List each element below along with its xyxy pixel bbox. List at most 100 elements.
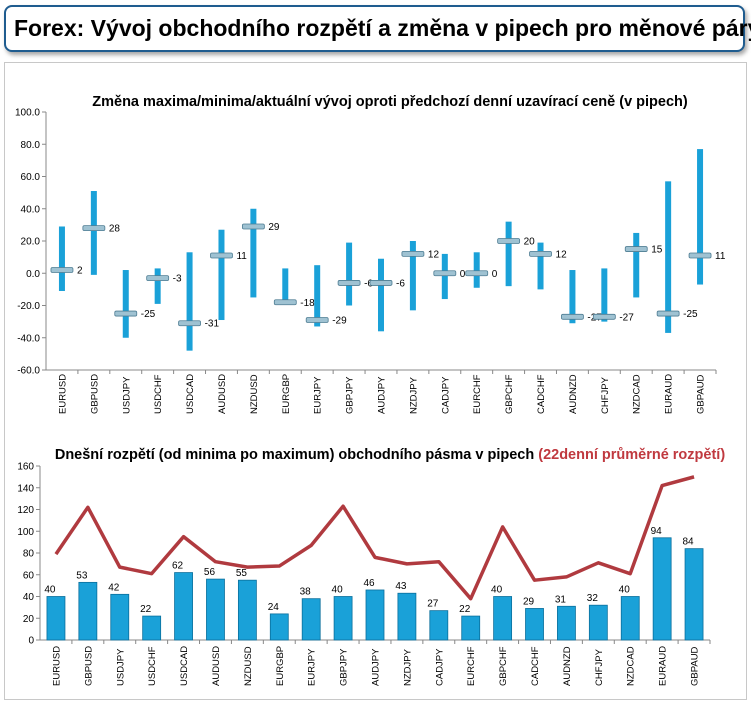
range-bar (588, 604, 608, 641)
current-marker (624, 246, 648, 252)
chart1-title: Změna maxima/minima/aktuální vývoj oprot… (92, 94, 688, 110)
range-bar (365, 589, 385, 641)
chart1-y-tick-label: 60.0 (21, 172, 41, 183)
chart1-y-tick-label: -40.0 (17, 333, 40, 344)
range-bar (206, 578, 225, 641)
range-bar (282, 268, 289, 304)
chart2-y-tick-label: 0 (28, 636, 34, 647)
current-value-label: 20 (524, 237, 536, 248)
range-bar (665, 181, 672, 333)
chart1-category-label: USDCHF (153, 374, 164, 414)
current-marker (465, 270, 489, 277)
range-bar (110, 593, 130, 641)
bar-value-label: 94 (651, 526, 663, 537)
range-bar (90, 191, 97, 275)
chart2-category-label: CADJPY (434, 648, 445, 686)
range-bar (633, 232, 640, 298)
bar-value-label: 22 (459, 604, 471, 615)
chart2-title-red: (22denní průměrné rozpětí) (538, 447, 725, 463)
range-bar (142, 615, 162, 641)
range-bar (78, 581, 98, 641)
range-bar (186, 252, 193, 351)
chart2-category-label: USDJPY (115, 648, 126, 686)
chart2-category-label: EURGBP (275, 646, 286, 686)
current-marker (497, 238, 521, 244)
header-box: Forex: Vývoj obchodního rozpětí a změna … (4, 5, 751, 52)
bar-value-label: 40 (44, 585, 56, 596)
chart2-category-label: GBPJPY (339, 648, 350, 686)
chart2-y-tick-label: 40 (23, 592, 35, 603)
range-bar (409, 241, 416, 311)
bar-value-label: 32 (587, 593, 599, 604)
chart1-category-label: NZDJPY (408, 376, 419, 414)
bar-value-label: 62 (172, 561, 184, 572)
current-value-label: -3 (173, 274, 182, 285)
range-bar (154, 268, 161, 304)
chart1-category-label: EURJPY (313, 376, 324, 414)
current-marker (656, 310, 680, 317)
chart1-category-label: CADJPY (440, 376, 451, 414)
chart1-y-tick-label: 20.0 (21, 237, 41, 248)
chart1-y-tick-label: 80.0 (21, 140, 41, 151)
current-marker (241, 223, 265, 230)
bar-value-label: 29 (523, 596, 535, 607)
range-bar (301, 598, 321, 641)
range-bar (218, 229, 225, 321)
current-value-label: -6 (396, 278, 405, 289)
chart2-y-tick-label: 120 (17, 505, 34, 516)
bar-value-label: 22 (140, 604, 152, 615)
range-bar (505, 221, 512, 287)
range-bar (346, 242, 353, 306)
current-value-label: 11 (236, 251, 247, 262)
range-bar (684, 548, 704, 641)
chart1-category-label: GBPAUD (696, 374, 707, 414)
current-marker (178, 320, 201, 327)
current-value-label: -27 (619, 312, 634, 323)
bar-value-label: 40 (619, 585, 631, 596)
bar-value-label: 27 (427, 599, 439, 610)
range-bar (697, 149, 704, 285)
bar-value-label: 84 (682, 537, 694, 548)
current-marker (592, 313, 616, 320)
chart2-category-label: AUDNZD (562, 646, 573, 686)
range-bar (269, 613, 289, 641)
range-bar (493, 596, 513, 641)
chart2-category-label: USDCHF (147, 646, 158, 686)
chart2-category-label: AUDUSD (211, 646, 222, 686)
chart1-category-label: GBPJPY (345, 376, 356, 414)
range-bar (122, 270, 129, 338)
chart1-y-tick-label: -60.0 (17, 366, 40, 377)
chart1-y-tick-label: 40.0 (21, 204, 41, 215)
current-marker (433, 270, 457, 277)
range-bar (378, 258, 384, 332)
current-value-label: 0 (492, 269, 498, 280)
bar-value-label: 43 (395, 581, 407, 592)
range-bar (250, 208, 257, 298)
range-bar (525, 608, 544, 641)
chart2-category-label: GBPUSD (83, 646, 94, 686)
average-range-line (54, 475, 695, 601)
current-value-label: 15 (651, 245, 663, 256)
chart2-y-tick-label: 140 (17, 483, 34, 494)
range-bar (557, 605, 576, 641)
current-marker (114, 310, 138, 317)
current-marker (529, 250, 552, 257)
current-marker (369, 280, 393, 286)
chart2-y-tick-label: 20 (23, 614, 35, 625)
chart1-y-tick-label: 100.0 (15, 108, 40, 119)
range-bar (174, 572, 193, 641)
range-bar (652, 537, 672, 641)
range-bar (46, 596, 66, 641)
bar-value-label: 38 (300, 587, 312, 598)
range-bar (537, 242, 544, 290)
range-bar (429, 610, 449, 641)
current-value-label: 11 (715, 251, 726, 262)
chart2-category-label: CHFJPY (594, 648, 605, 686)
bar-value-label: 42 (108, 582, 120, 593)
chart2-category-label: EURJPY (307, 648, 318, 686)
range-bar (620, 596, 640, 641)
page-title: Forex: Vývoj obchodního rozpětí a změna … (14, 15, 751, 41)
bar-value-label: 40 (491, 585, 503, 596)
chart2-y-tick-label: 160 (17, 462, 34, 473)
